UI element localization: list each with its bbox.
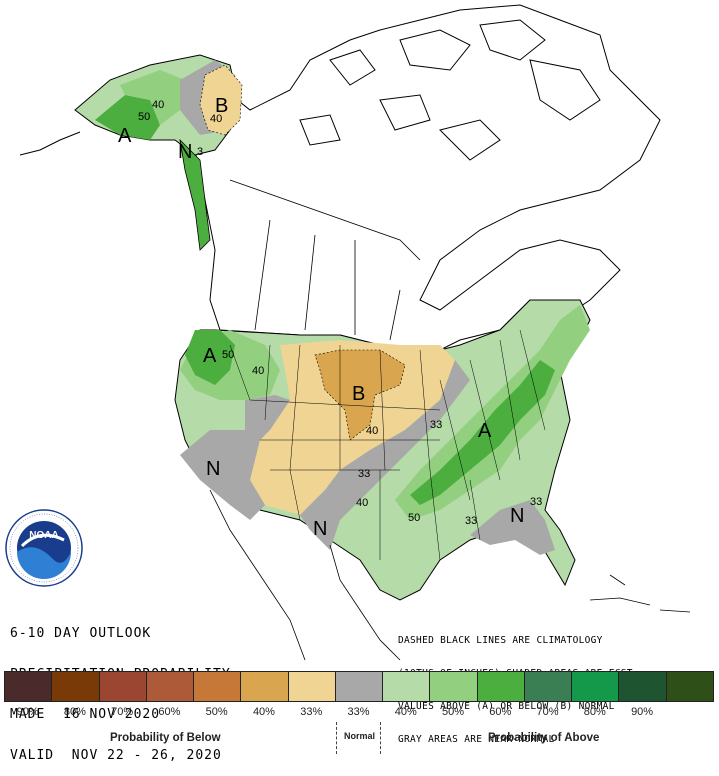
probability-below-label: Probability of Below [110,732,221,744]
legend-percent-label: 80% [63,706,86,718]
southeast-normal-letter: N [510,505,524,527]
legend-percent-labels: 90% 80% 70% 60% 50% 40% 33% 33% 40% 50% 60% 70% 80% 9… [4,706,713,718]
precipitation-outlook-map: 40 50 A N 3 B 40 A 50 40 B 40 N N N A 33… [5,4,691,661]
legend-percent-label: 33% [300,706,323,718]
legend-swatch [665,671,714,702]
contour-33-a: 33 [430,419,442,431]
legend-swatch [98,671,147,702]
note-line4: GRAY AREAS ARE NEAR-NORMAL [398,734,555,745]
contour-33-d: 33 [530,496,542,508]
alaska-panhandle [179,138,211,251]
contour-40: 40 [356,497,368,509]
legend-swatch [240,671,289,702]
legend-percent-label: 70% [536,706,559,718]
noaa-logo-text: NOAA [29,530,58,541]
plains-below-letter: B [352,383,365,405]
alaska-below [199,64,243,136]
legend-swatch [382,671,431,702]
contour-50: 50 [408,512,420,524]
alaska-normal-letter: N [178,141,192,163]
southeast-normal [470,500,555,555]
legend-percent-label: 70% [111,706,134,718]
pnw-above-strong [185,330,235,385]
legend-percent-label: 60% [489,706,512,718]
legend-percent-label: 40% [394,706,417,718]
legend-percent-label: 80% [583,706,606,718]
outlook-title-line1: 6-10 DAY OUTLOOK [10,626,152,641]
outlook-valid-dates: VALID NOV 22 - 26, 2020 [10,747,222,763]
normal-label: Normal [344,731,376,741]
legend-percent-label: 60% [158,706,181,718]
legend-swatch [193,671,242,702]
legend-swatch [4,671,53,702]
legend-swatch [618,671,667,702]
aleutians [19,131,81,156]
legend-percent-label: 90% [16,706,39,718]
state-lines [229,329,546,561]
legend-swatch [523,671,573,702]
east-above-letter: A [478,420,492,442]
legend-swatch [51,671,100,702]
pnw-normal [245,395,290,450]
outlook-title-block: 6-10 DAY OUTLOOK PRECIPITATION PROBABILI… [10,600,231,776]
plains-40-label: 40 [366,425,378,437]
pnw-50-label: 50 [222,349,234,361]
alaska-50-label: 50 [138,111,150,123]
probability-above-label: Probability of Above [488,732,600,744]
east-above-strong [410,360,555,505]
pnw-above-letter: A [203,345,217,367]
alaska-40-label: 40 [152,99,164,111]
legend-swatch [429,671,478,702]
legend-swatch [571,671,620,702]
legend-percent-label: 50% [205,706,228,718]
legend-swatch [334,671,384,702]
note-line3: VALUES ABOVE (A) OR BELOW (B) NORMAL [398,701,615,712]
legend-percent-label: 50% [442,706,465,718]
alaska-above-strong [95,95,160,140]
legend-swatch [476,671,525,702]
legend-percent-label [666,706,713,718]
normal-divider-left [336,722,337,754]
mexico-outline [209,489,401,661]
contour-33-c: 33 [465,515,477,527]
color-legend [4,671,714,703]
caribbean-islands [589,574,691,613]
arctic-islands [299,19,601,161]
plains-below-medium [314,349,406,441]
alaska-b40-label: 40 [210,113,222,125]
legend-percent-label: 90% [631,706,654,718]
alaska-above-letter: A [118,125,132,147]
legend-percent-label: 40% [252,706,275,718]
southwest-normal [180,430,265,520]
note-line1: DASHED BLACK LINES ARE CLIMATOLOGY [398,635,603,646]
outlook-made-date: MADE 16 NOV 2020 [10,707,161,722]
pnw-40-label: 40 [252,365,264,377]
contour-33-b: 33 [358,468,370,480]
texas-normal-letter: N [313,518,327,540]
province-lines [229,179,421,341]
normal-divider-right [380,722,381,754]
central-normal-band [300,360,470,550]
noaa-logo: NOAA [5,509,83,587]
alaska-3-label: 3 [197,146,203,158]
legend-swatch [287,671,336,702]
alaska-above-medium [120,70,185,125]
alaska-below-letter: B [215,95,228,117]
legend-swatch [145,671,195,702]
southwest-normal-letter: N [206,458,220,480]
legend-percent-label: 33% [347,706,370,718]
